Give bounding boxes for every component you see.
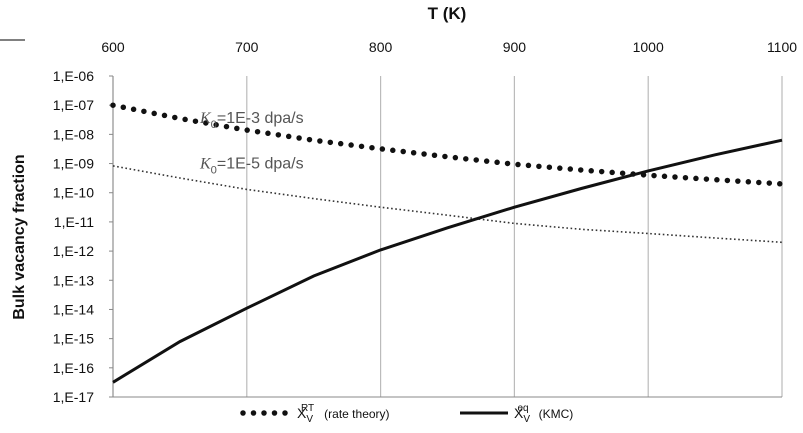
y-tick-label: 1,E-13 [53, 272, 94, 288]
annotation-part: 0 [211, 119, 217, 131]
x-tick-label: 900 [503, 39, 527, 55]
series-line [112, 138, 783, 384]
series-line [112, 165, 783, 244]
legend-symbol: X [514, 405, 524, 421]
legend-name: (KMC) [539, 407, 574, 421]
annotation: K0=1E-5 dpa/s [199, 155, 304, 176]
legend-symbol: V [523, 414, 530, 425]
legend-symbol: X [297, 405, 307, 421]
annotation-part: 0 [211, 164, 217, 176]
x-tick-label: 1100 [767, 39, 797, 55]
annotation: K0=1E-3 dpa/s [199, 110, 304, 131]
x-tick-label: 600 [101, 39, 125, 55]
legend-symbol: eq [517, 403, 528, 414]
x-axis-title: T (K) [428, 4, 467, 23]
y-tick-label: 1,E-12 [53, 243, 94, 259]
y-axis-title: Bulk vacancy fraction [11, 154, 28, 319]
y-tick-label: 1,E-15 [53, 331, 94, 347]
y-tick-label: 1,E-06 [53, 68, 94, 84]
legend-label: XVRT (rate theory) [297, 403, 390, 425]
annotation-part: =1E-3 dpa/s [217, 110, 304, 127]
legend-symbol: V [306, 414, 313, 425]
y-tick-label: 1,E-17 [53, 389, 94, 405]
annotation-part: K [199, 155, 212, 172]
annotation-part: K [199, 110, 212, 127]
y-tick-label: 1,E-10 [53, 185, 94, 201]
y-tick-label: 1,E-07 [53, 97, 94, 113]
annotation-part: =1E-5 dpa/s [217, 155, 304, 172]
legend-name: (rate theory) [324, 407, 389, 421]
y-tick-label: 1,E-14 [53, 301, 94, 317]
x-tick-label: 700 [235, 39, 259, 55]
x-tick-label: 1000 [633, 39, 664, 55]
y-tick-label: 1,E-16 [53, 360, 94, 376]
y-tick-label: 1,E-08 [53, 126, 94, 142]
legend-symbol: RT [301, 403, 314, 414]
y-tick-label: 1,E-09 [53, 156, 94, 172]
x-tick-label: 800 [369, 39, 393, 55]
legend-label: XVeq (KMC) [514, 403, 573, 425]
series-line [110, 102, 785, 187]
y-tick-label: 1,E-11 [54, 214, 94, 230]
